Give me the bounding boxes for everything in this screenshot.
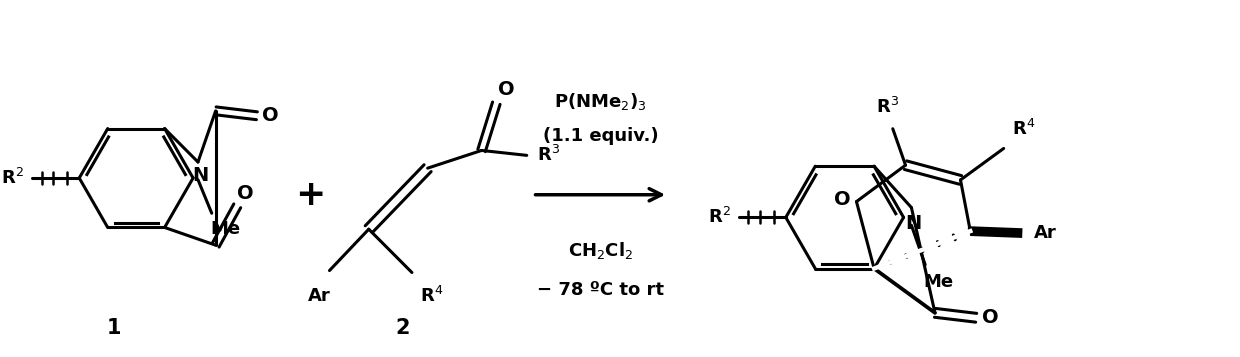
Text: (1.1 equiv.): (1.1 equiv.) [543,127,658,145]
Text: R$^2$: R$^2$ [708,207,730,227]
Text: +: + [295,178,325,212]
Text: R$^2$: R$^2$ [1,168,24,188]
Text: R$^4$: R$^4$ [1012,119,1035,139]
Text: 2: 2 [396,318,410,338]
Text: CH$_2$Cl$_2$: CH$_2$Cl$_2$ [568,240,632,261]
Text: R$^3$: R$^3$ [537,145,559,165]
Text: O: O [263,106,279,125]
Text: O: O [237,185,253,203]
Text: N: N [905,214,921,233]
Text: O: O [835,190,851,209]
Text: R$^3$: R$^3$ [877,97,899,117]
Text: − 78 ºC to rt: − 78 ºC to rt [537,281,663,299]
Text: R$^4$: R$^4$ [420,286,443,306]
Text: O: O [982,308,998,327]
Text: Me: Me [211,220,241,238]
Text: Me: Me [924,273,954,291]
Text: 1: 1 [107,318,120,338]
Text: O: O [497,80,515,99]
Text: P(NMe$_2$)$_3$: P(NMe$_2$)$_3$ [554,91,647,112]
Text: N: N [192,166,208,185]
Text: Ar: Ar [1033,224,1056,242]
Text: Ar: Ar [309,287,331,305]
